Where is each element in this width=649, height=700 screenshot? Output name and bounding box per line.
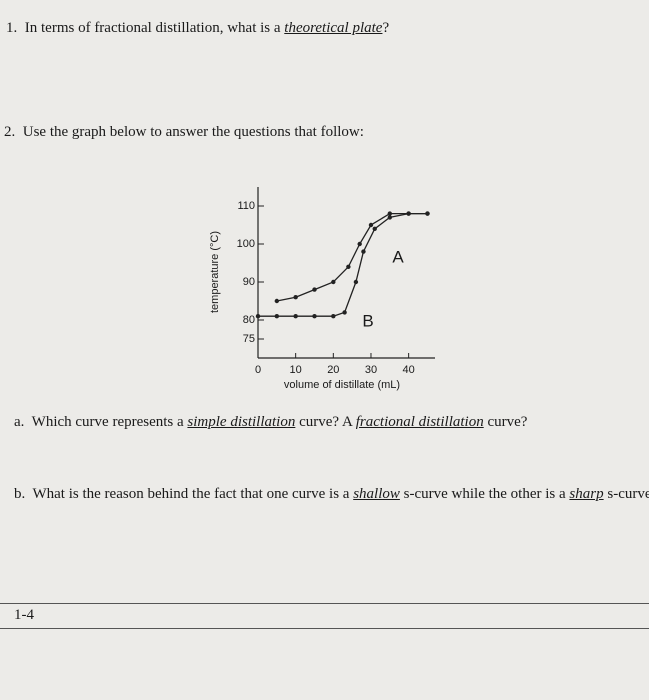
point bbox=[312, 314, 317, 319]
term: simple distillation bbox=[187, 414, 296, 430]
page-number: 1-4 bbox=[14, 607, 34, 623]
question-2: 2. Use the graph below to answer the que… bbox=[4, 124, 364, 141]
text: Use the graph below to answer the questi… bbox=[22, 124, 364, 140]
number: 2. bbox=[4, 124, 16, 140]
point bbox=[274, 314, 280, 319]
text: s-curve while the other is a bbox=[399, 486, 570, 502]
text: s-curve? bbox=[607, 486, 649, 502]
point bbox=[312, 287, 317, 292]
term: theoretical plate bbox=[284, 20, 383, 36]
text: curve? A bbox=[295, 414, 356, 430]
x-tick-label: 30 bbox=[365, 364, 377, 376]
y-tick-label: 100 bbox=[237, 238, 255, 250]
text: In terms of fractional distillation, wha… bbox=[24, 20, 285, 36]
y-axis-label: temperature (°C) bbox=[209, 231, 221, 313]
y-tick-label: 80 bbox=[243, 314, 255, 326]
curve-label: B bbox=[362, 311, 373, 330]
point bbox=[372, 226, 377, 231]
text: What is the reason behind the fact that … bbox=[32, 486, 354, 502]
curve bbox=[276, 212, 428, 302]
text: Which curve represents a bbox=[31, 414, 188, 430]
point bbox=[331, 279, 336, 285]
question-b: b. What is the reason behind the fact th… bbox=[14, 486, 649, 503]
point bbox=[353, 279, 359, 285]
point bbox=[293, 295, 298, 300]
letter: a. bbox=[14, 414, 25, 430]
point bbox=[387, 215, 393, 220]
number: 1. bbox=[6, 20, 18, 36]
curve-label: A bbox=[392, 247, 404, 266]
x-tick-label: 40 bbox=[403, 364, 415, 376]
letter: b. bbox=[14, 486, 26, 502]
text: ? bbox=[382, 20, 390, 36]
x-axis-label: volume of distillate (mL) bbox=[284, 379, 400, 391]
point bbox=[406, 211, 411, 216]
y-tick-label: 110 bbox=[237, 200, 255, 212]
point bbox=[361, 249, 366, 254]
curve bbox=[258, 212, 428, 317]
question-1: 1. In terms of fractional distillation, … bbox=[6, 20, 389, 37]
point bbox=[342, 310, 347, 315]
point bbox=[274, 298, 280, 304]
x-tick-label: 10 bbox=[290, 364, 302, 376]
point bbox=[293, 314, 298, 319]
term: shallow bbox=[353, 486, 400, 502]
rule bbox=[0, 603, 649, 604]
rule bbox=[0, 628, 649, 629]
x-tick-label: 20 bbox=[327, 364, 339, 376]
question-a: a. Which curve represents a simple disti… bbox=[14, 414, 527, 431]
term: sharp bbox=[569, 486, 604, 502]
point bbox=[331, 314, 336, 319]
point bbox=[357, 241, 362, 247]
point bbox=[368, 222, 374, 228]
y-tick-label: 90 bbox=[243, 276, 255, 288]
term: fractional distillation bbox=[355, 414, 484, 430]
text: curve? bbox=[483, 414, 528, 430]
y-tick-label: 75 bbox=[243, 333, 255, 345]
point bbox=[387, 211, 393, 216]
point bbox=[425, 211, 430, 216]
point bbox=[255, 314, 261, 319]
x-tick-label: 0 bbox=[255, 364, 261, 376]
point bbox=[346, 264, 351, 269]
